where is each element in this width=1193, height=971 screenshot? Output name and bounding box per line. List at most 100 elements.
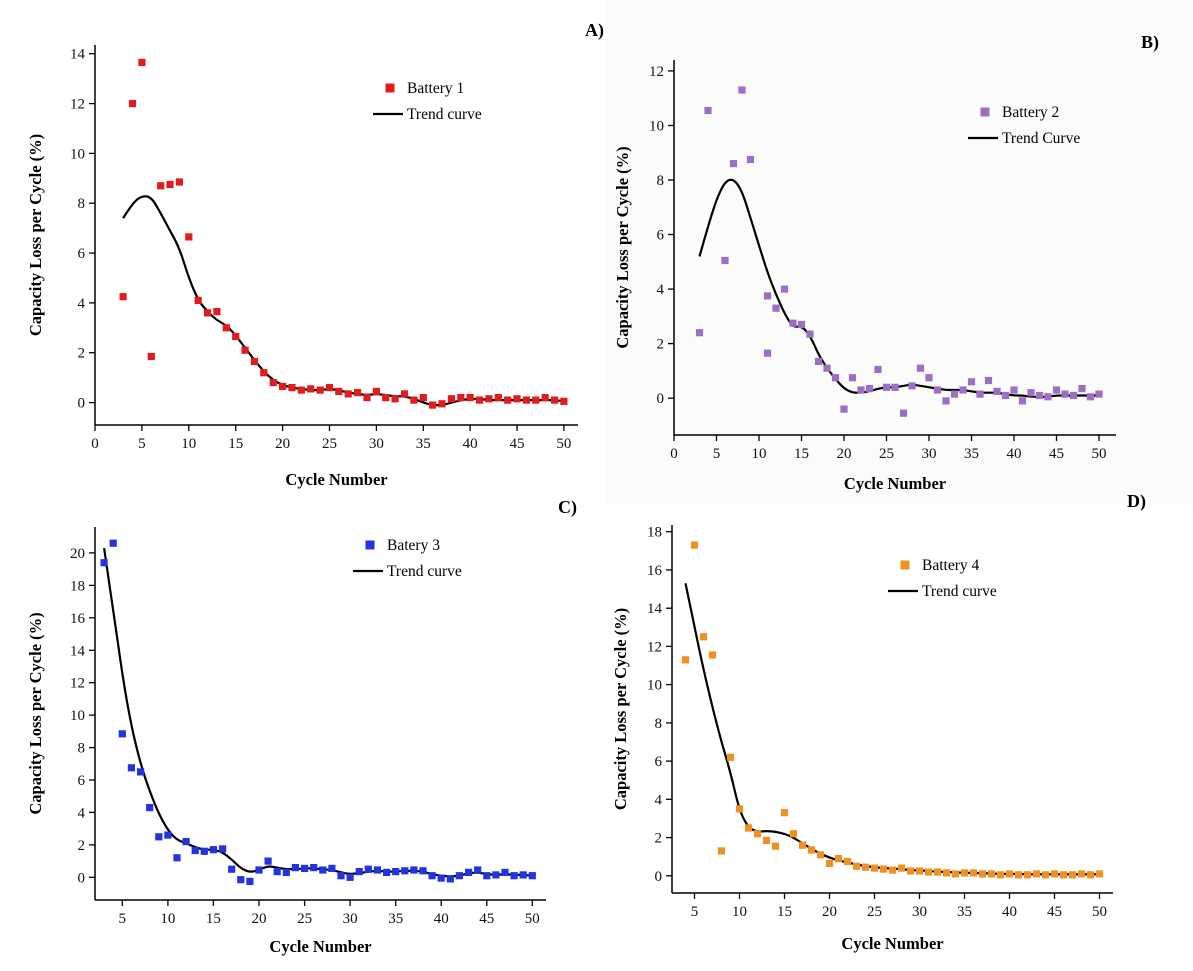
panel-label-d: D) (1127, 491, 1146, 511)
scatter-point (915, 867, 924, 875)
y-tick-label: 18 (647, 525, 662, 541)
x-tick-label: 30 (369, 436, 384, 452)
scatter-point (857, 386, 865, 394)
scatter-point (726, 753, 735, 761)
legend: Battery 4 Trend curve (888, 557, 997, 600)
scatter-point (166, 180, 174, 189)
scatter-point (354, 389, 362, 397)
scatter-point (993, 387, 1001, 395)
scatter-point (959, 386, 967, 394)
scatter-point (1095, 390, 1103, 398)
scatter-point (1052, 386, 1061, 394)
scatter-point (260, 369, 268, 377)
y-tick-label: 6 (78, 773, 86, 789)
scatter-point (301, 864, 309, 872)
scatter-point (222, 324, 230, 332)
scatter-point (831, 374, 840, 382)
scatter-point (1010, 386, 1018, 394)
chart-battery-4: 5 10 15 20 25 30 35 40 45 50 0 2 4 6 8 10 12 14 16 18 Cycle … (611, 525, 1113, 953)
scatter-point (455, 872, 463, 880)
scatter-point (344, 390, 352, 398)
x-tick-label: 15 (777, 904, 792, 920)
axes (94, 45, 578, 426)
scatter-point (241, 346, 249, 354)
scatter-point (391, 395, 399, 403)
scatter-point (307, 385, 315, 393)
scatter-point (282, 868, 290, 876)
x-tick-label: 10 (752, 446, 767, 462)
y-tick-label: 12 (649, 64, 664, 80)
scatter-point (410, 396, 418, 404)
scatter-point (400, 390, 409, 398)
legend-scatter-label: Battery 4 (922, 557, 979, 574)
scatter-point (925, 374, 933, 382)
legend: Battery 1 Trend curve (373, 80, 482, 123)
y-tick-label: 2 (657, 337, 665, 353)
chart-battery-3: 5 10 15 20 25 30 35 40 45 5002468101214161820Cycl… (26, 527, 546, 956)
scatter-point (335, 387, 343, 395)
legend: Batery 3 Trend curve (353, 537, 462, 580)
y-tick-label: 14 (647, 601, 663, 617)
legend-trend-label: Trend Curve (1002, 130, 1080, 147)
x-tick-label: 25 (322, 436, 337, 452)
scatter-point (763, 292, 772, 300)
scatter-point (297, 386, 305, 394)
scatter-point (738, 86, 746, 94)
scatter-point (924, 868, 933, 876)
scatter-point (155, 833, 163, 841)
scatter-point (762, 836, 771, 844)
scatter-point (346, 873, 354, 881)
x-axis-title: Cycle Number (269, 937, 371, 956)
scatter-point (1086, 871, 1095, 879)
panel-battery-4: 5 10 15 20 25 30 35 40 45 50 0 2 4 6 8 10 12 14 16 18 Cycle … (606, 505, 1193, 971)
axes (673, 60, 1116, 436)
scatter-series (681, 541, 1104, 879)
scatter-point (147, 352, 155, 361)
scatter-point (118, 730, 126, 738)
x-tick-label: 20 (252, 911, 267, 927)
scatter-point (364, 865, 372, 873)
scatter-point (681, 656, 690, 664)
scatter-point (1041, 871, 1050, 879)
scatter-point (906, 867, 915, 875)
scatter-point (146, 804, 154, 812)
scatter-point (429, 401, 437, 409)
scatter-point (532, 396, 540, 404)
scatter-point (255, 866, 263, 874)
y-tick-label: 14 (70, 47, 86, 63)
scatter-point (219, 845, 227, 853)
panel-label-c: C) (558, 497, 577, 517)
x-tick-label: 0 (670, 446, 678, 462)
scatter-point (419, 867, 427, 875)
scatter-series (695, 86, 1103, 417)
x-tick-label: 10 (732, 904, 747, 920)
y-axis-title: Capacity Loss per Cycle (%) (26, 612, 45, 814)
x-tick-label: 15 (206, 911, 221, 927)
tick-labels: 0 5 10 15 20 25 30 35 40 45 50 0 2 4 6 8 10 12 14 (70, 47, 571, 452)
scatter-point (729, 160, 738, 168)
scatter-point (173, 854, 181, 862)
tick-labels: 0 5 10 15 20 25 30 35 40 45 50 0 2 4 6 8 10 12 (649, 64, 1107, 462)
scatter-point (560, 397, 568, 405)
scatter-point (128, 100, 137, 108)
scatter-point (175, 178, 183, 186)
scatter-point (1005, 870, 1014, 878)
scatter-point (228, 865, 236, 873)
scatter-point (457, 394, 465, 402)
y-tick-label: 8 (78, 196, 86, 212)
panel-battery-3: 5 10 15 20 25 30 35 40 45 50 0 2 4 6 8 10 12 14 16 18 20 Cycl… (0, 505, 606, 971)
scatter-point (908, 382, 916, 390)
x-tick-label: 0 (91, 436, 99, 452)
scatter-point (438, 400, 446, 408)
x-tick-label: 50 (1092, 446, 1107, 462)
x-tick-label: 40 (1002, 904, 1017, 920)
scatter-point (501, 868, 509, 876)
scatter-point (485, 395, 493, 403)
scatter-point (708, 651, 717, 659)
scatter-point (1095, 870, 1104, 878)
scatter-point (916, 364, 925, 372)
x-tick-label: 45 (510, 436, 525, 452)
scatter-point (717, 847, 726, 855)
scatter-point (816, 851, 825, 859)
scatter-point (1078, 385, 1086, 393)
